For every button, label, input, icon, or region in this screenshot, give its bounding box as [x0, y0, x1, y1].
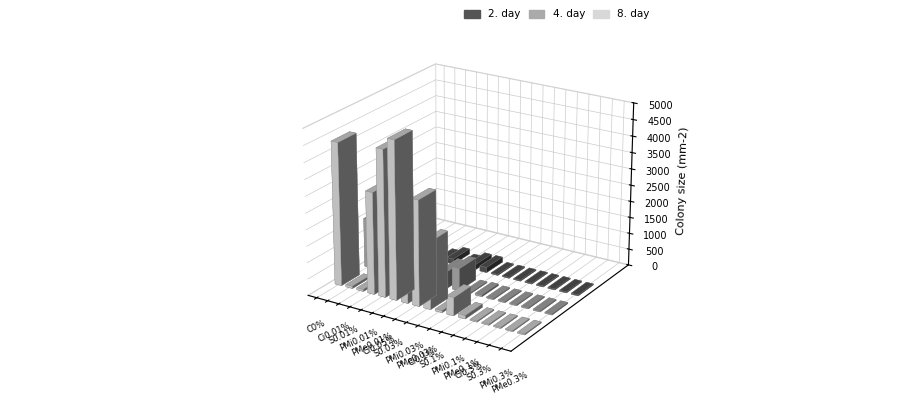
Legend: 2. day, 4. day, 8. day: 2. day, 4. day, 8. day [462, 7, 652, 21]
